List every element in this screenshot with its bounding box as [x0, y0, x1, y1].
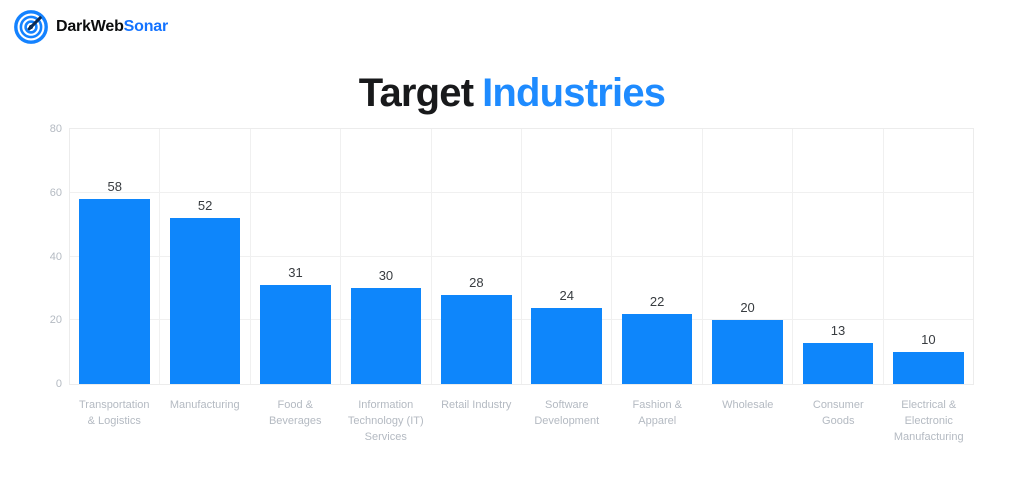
- bar-column: 28: [432, 129, 523, 384]
- bar-chart: 0 20 40 60 80 58 52 31 30 28 24 22 20 13 10 Transport…: [28, 123, 974, 446]
- y-tick-label: 20: [49, 314, 62, 327]
- bar-value-label: 31: [288, 265, 303, 281]
- brand-logo: DarkWebSonar: [13, 9, 168, 45]
- bar-value-label: 24: [559, 287, 574, 303]
- bar-value-label: 13: [830, 322, 846, 338]
- bar-value-label: 58: [107, 179, 122, 195]
- bar-column: 10: [884, 129, 973, 384]
- bar[interactable]: [169, 218, 241, 384]
- page-title-prefix: Target: [358, 70, 474, 115]
- bar-column: 31: [251, 129, 342, 384]
- brand-name-accent: Sonar: [123, 18, 169, 35]
- x-axis-label: Electrical & Electronic Manufacturing: [893, 399, 964, 443]
- x-axis-label: Fashion & Apparel: [632, 399, 683, 427]
- x-axis-label: Software Development: [534, 399, 600, 427]
- brand-name: DarkWebSonar: [56, 18, 168, 36]
- bar-column: 30: [341, 129, 432, 384]
- plot-area: 0 20 40 60 80 58 52 31 30 28 24 22 20 13 10: [50, 123, 974, 390]
- bar-column: 24: [522, 129, 613, 384]
- bar-value-label: 30: [378, 268, 394, 284]
- bar[interactable]: [441, 294, 512, 384]
- x-axis-label: Consumer Goods: [812, 399, 864, 427]
- bar[interactable]: [531, 307, 603, 384]
- bar-value-label: 10: [921, 332, 936, 348]
- sonar-target-icon: [13, 9, 49, 45]
- x-axis-labels: Transportation & Logistics Manufacturing F…: [69, 385, 974, 446]
- bar-value-label: 20: [740, 300, 755, 316]
- brand-name-dark: DarkWeb: [56, 18, 124, 35]
- bar-column: 52: [160, 129, 251, 384]
- x-axis-label: Food & Beverages: [268, 399, 322, 427]
- x-axis-label: Retail Industry: [441, 399, 512, 411]
- x-axis-label: Transportation & Logistics: [78, 399, 150, 427]
- bar[interactable]: [79, 199, 150, 384]
- y-tick-label: 60: [49, 186, 62, 199]
- bar-value-label: 22: [649, 293, 665, 309]
- bar-column: 20: [703, 129, 794, 384]
- bar[interactable]: [802, 342, 874, 384]
- bar-column: 22: [612, 129, 703, 384]
- y-tick-label: 0: [55, 378, 62, 390]
- bar[interactable]: [712, 320, 783, 384]
- y-tick-label: 40: [49, 250, 62, 263]
- bar[interactable]: [260, 285, 331, 384]
- x-axis-label: Wholesale: [722, 399, 774, 411]
- bar-column: 58: [70, 129, 161, 384]
- bar[interactable]: [893, 352, 964, 384]
- page-title-accent: Industries: [482, 70, 666, 115]
- x-axis-label: Manufacturing: [169, 399, 240, 411]
- bar-value-label: 52: [197, 198, 213, 214]
- bar-column: 13: [793, 129, 884, 384]
- page-title: Target Industries: [0, 71, 1024, 116]
- bar[interactable]: [350, 288, 422, 384]
- bar-value-label: 28: [469, 274, 484, 290]
- y-tick-label: 80: [49, 123, 62, 135]
- x-axis-label: Information Technology (IT) Services: [347, 399, 424, 443]
- bar[interactable]: [621, 313, 693, 384]
